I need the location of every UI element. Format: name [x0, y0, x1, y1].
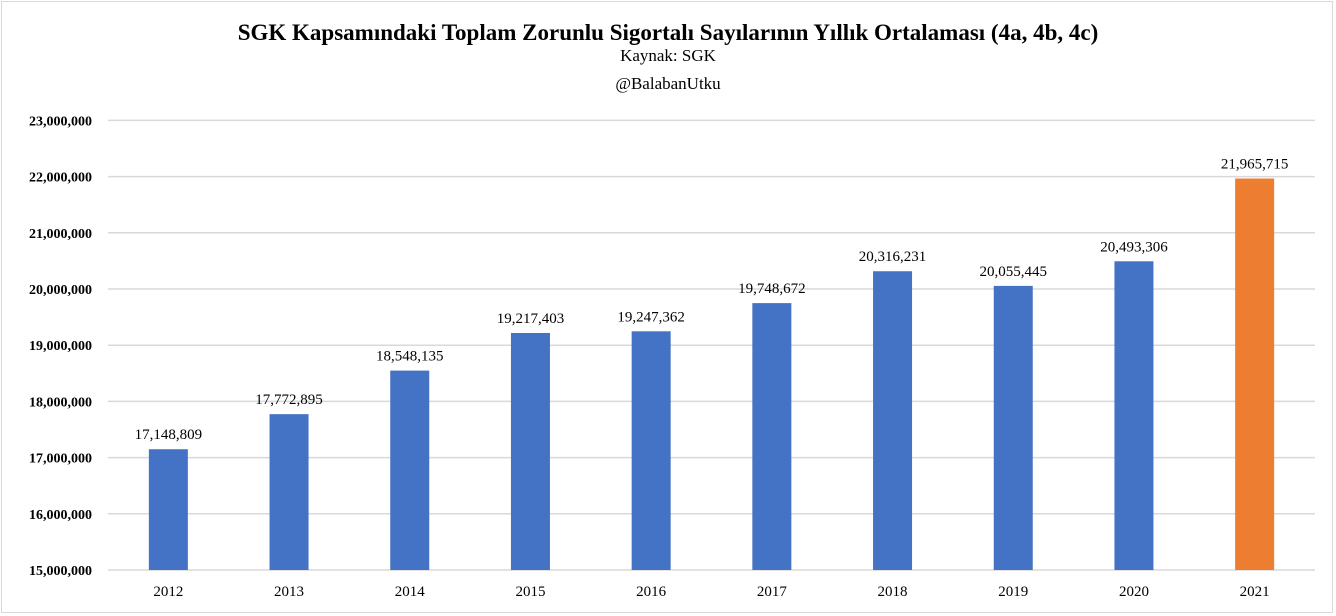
x-tick-label: 2014 — [395, 584, 426, 600]
y-tick-label: 16,000,000 — [29, 508, 92, 523]
chart-title: SGK Kapsamındaki Toplam Zorunlu Sigortal… — [237, 20, 1099, 45]
y-tick-label: 19,000,000 — [29, 339, 92, 354]
chart-subtitle-author: @BalabanUtku — [615, 74, 721, 93]
x-tick-label: 2019 — [998, 584, 1028, 600]
bar-2016 — [631, 331, 671, 570]
x-tick-label: 2016 — [636, 584, 667, 600]
x-tick-label: 2015 — [515, 584, 545, 600]
x-tick-label: 2017 — [757, 584, 788, 600]
x-tick-label: 2018 — [878, 584, 908, 600]
bar-2021 — [1235, 178, 1275, 571]
bar-2012 — [148, 449, 188, 570]
x-tick-label: 2021 — [1240, 584, 1270, 600]
data-label: 20,316,231 — [859, 249, 927, 265]
data-label: 19,748,672 — [738, 281, 806, 297]
y-tick-label: 17,000,000 — [29, 452, 92, 467]
y-tick-label: 21,000,000 — [29, 227, 92, 242]
bar-2019 — [993, 285, 1033, 570]
data-label: 17,148,809 — [135, 427, 203, 443]
bar-2017 — [752, 303, 792, 570]
data-label: 18,548,135 — [376, 349, 444, 365]
data-label: 21,965,715 — [1221, 157, 1289, 173]
bar-2013 — [269, 414, 309, 570]
chart-subtitle-source: Kaynak: SGK — [620, 46, 716, 65]
bar-2018 — [873, 271, 913, 570]
x-tick-label: 2020 — [1119, 584, 1149, 600]
data-label: 20,055,445 — [980, 264, 1048, 280]
y-tick-label: 18,000,000 — [29, 395, 92, 410]
y-tick-label: 23,000,000 — [29, 114, 92, 129]
bar-2020 — [1114, 261, 1154, 570]
y-tick-label: 15,000,000 — [29, 564, 92, 579]
x-tick-label: 2013 — [274, 584, 304, 600]
y-tick-label: 22,000,000 — [29, 171, 92, 186]
bar-2015 — [510, 332, 550, 570]
data-label: 19,247,362 — [617, 309, 685, 325]
data-label: 19,217,403 — [497, 311, 565, 327]
data-label: 20,493,306 — [1100, 239, 1168, 255]
data-label: 17,772,895 — [255, 392, 323, 408]
y-tick-label: 20,000,000 — [29, 283, 92, 298]
bar-2014 — [390, 370, 430, 570]
x-tick-label: 2012 — [153, 584, 183, 600]
